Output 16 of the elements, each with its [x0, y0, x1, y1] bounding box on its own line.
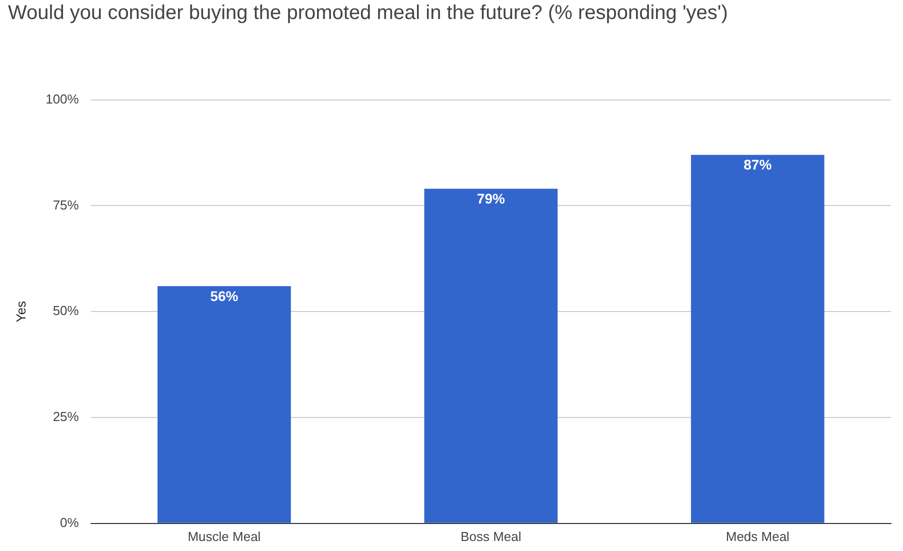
- x-tick-label: Boss Meal: [460, 528, 522, 544]
- y-tick-label: 0%: [60, 514, 80, 530]
- data-label: 79%: [476, 190, 506, 207]
- x-tick-label: Meds Meal: [726, 528, 790, 544]
- y-tick-label: 50%: [52, 303, 80, 318]
- chart-title: Would you consider buying the promoted meal in the future? (% responding 'yes'): [8, 2, 729, 24]
- bar: [424, 188, 558, 523]
- x-tick-label: Muscle Meal: [188, 528, 261, 544]
- data-label: 87%: [744, 156, 772, 173]
- y-axis-title: Yes: [13, 300, 28, 322]
- y-tick-label: 25%: [52, 409, 80, 424]
- y-tick-label: 100%: [46, 91, 80, 106]
- bar: [158, 286, 291, 523]
- data-label: 56%: [210, 288, 239, 304]
- bar: [690, 154, 824, 523]
- y-tick-label: 75%: [52, 197, 80, 212]
